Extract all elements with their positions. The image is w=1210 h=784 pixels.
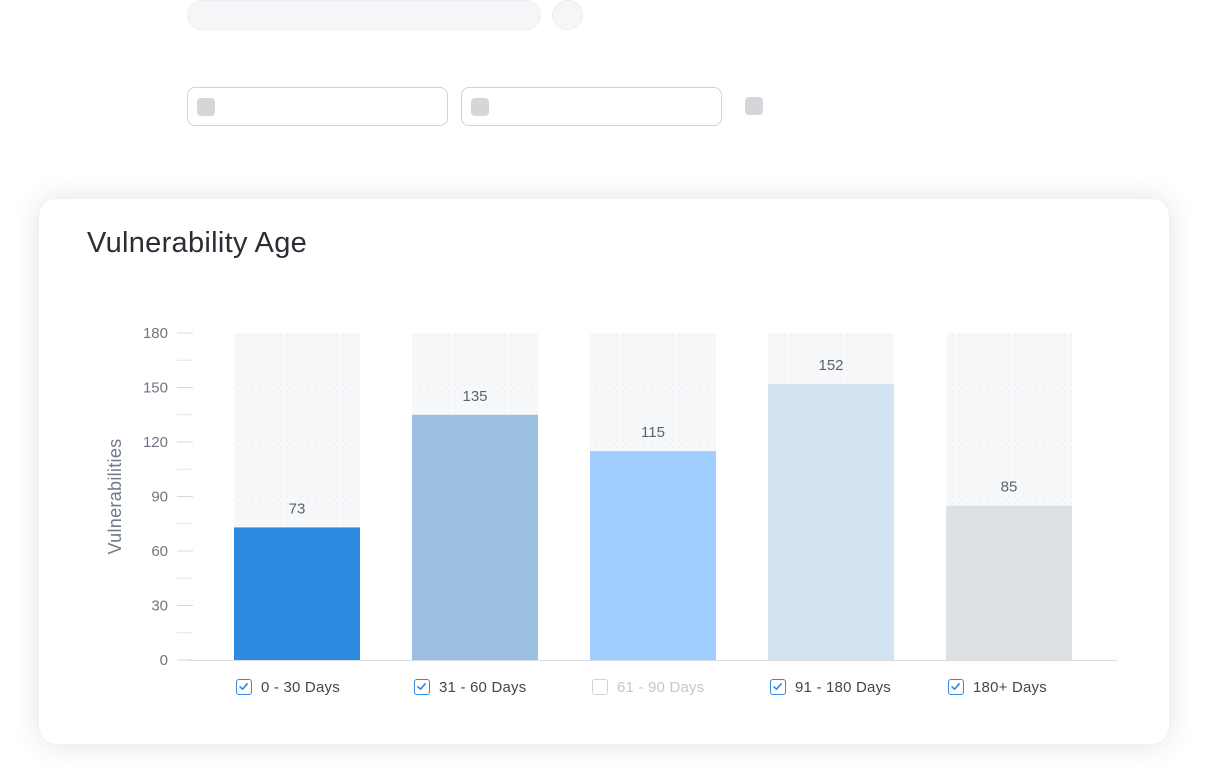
y-tick-label: 180 — [143, 325, 168, 342]
checked-checkbox-icon[interactable] — [414, 679, 430, 695]
y-tick-label: 30 — [151, 598, 168, 615]
y-axis-label: Vulnerabilities — [105, 439, 125, 555]
options-icon[interactable] — [745, 97, 763, 115]
checked-checkbox-icon[interactable] — [770, 679, 786, 695]
y-tick-label: 60 — [151, 543, 168, 560]
avatar-placeholder — [552, 0, 583, 30]
filter-input-1[interactable] — [187, 87, 448, 126]
bar-2 — [412, 414, 538, 661]
bar-value-label: 152 — [818, 357, 843, 374]
legend-label: 180+ Days — [973, 678, 1047, 696]
y-tick-label: 0 — [160, 652, 168, 669]
bar-5 — [946, 505, 1072, 660]
y-tick-label: 150 — [143, 380, 168, 397]
legend-label: 61 - 90 Days — [617, 678, 705, 696]
y-tick-label: 90 — [151, 489, 168, 506]
bar-chart: 0 30 60 90 120 150 180 Vulnerabilities 73 135 115 1… — [105, 325, 1117, 669]
legend-item[interactable]: 0 - 30 Days — [236, 677, 340, 697]
legend-label: 0 - 30 Days — [261, 678, 340, 696]
checked-checkbox-icon[interactable] — [236, 679, 252, 695]
bar-4 — [768, 383, 894, 660]
legend-item[interactable]: 180+ Days — [948, 677, 1047, 697]
bar-1 — [234, 527, 360, 660]
y-tick-label: 120 — [143, 434, 168, 451]
bar-value-label: 73 — [289, 500, 306, 517]
filter-icon — [197, 98, 215, 116]
legend-item[interactable]: 61 - 90 Days — [592, 677, 704, 697]
vulnerability-age-card: Vulnerability Age 0 30 60 90 120 150 180 Vulner… — [39, 199, 1169, 744]
filter-icon — [471, 98, 489, 116]
unchecked-checkbox-icon[interactable] — [592, 679, 608, 695]
search-bar-placeholder — [187, 0, 541, 30]
bar-3 — [590, 451, 716, 660]
legend-item[interactable]: 31 - 60 Days — [414, 677, 526, 697]
checked-checkbox-icon[interactable] — [948, 679, 964, 695]
bar-value-label: 115 — [641, 424, 665, 441]
bar-value-label: 85 — [1001, 479, 1018, 496]
filter-input-2[interactable] — [461, 87, 722, 126]
legend-item[interactable]: 91 - 180 Days — [770, 677, 891, 697]
legend-label: 31 - 60 Days — [439, 678, 527, 696]
card-title: Vulnerability Age — [87, 227, 308, 259]
bar-value-label: 135 — [462, 388, 487, 405]
legend-label: 91 - 180 Days — [795, 678, 891, 696]
